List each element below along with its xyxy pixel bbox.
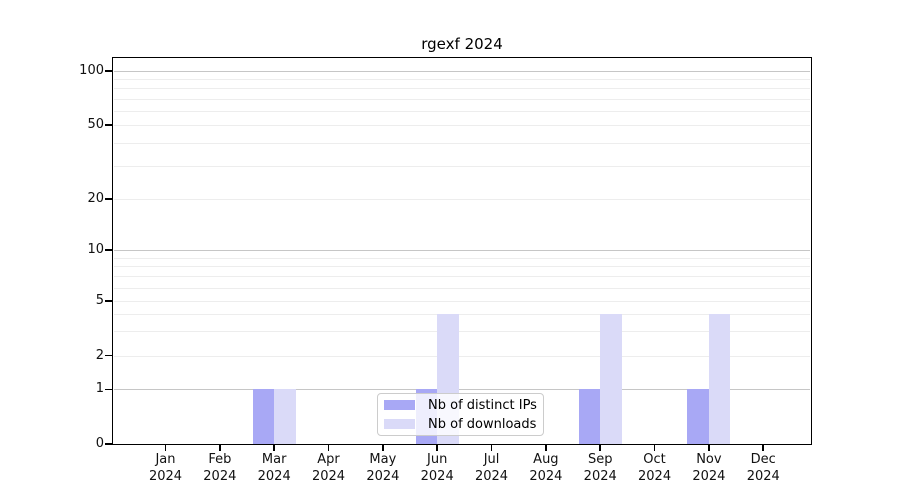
x-tick-year: 2024 bbox=[148, 469, 183, 484]
x-tick-month: Nov bbox=[696, 452, 722, 467]
gridline-major bbox=[114, 389, 810, 391]
x-tick-year: 2024 bbox=[529, 469, 563, 484]
gridline-minor bbox=[114, 314, 810, 316]
gridline-minor bbox=[114, 355, 810, 357]
x-tick-label: May 2024 bbox=[343, 451, 423, 485]
x-tick-month: Feb bbox=[208, 452, 232, 467]
bar-distinct-ips-sep bbox=[578, 389, 601, 444]
x-tick-year: 2024 bbox=[311, 469, 346, 484]
gridline-minor bbox=[114, 276, 810, 278]
x-tick-label: Dec 2024 bbox=[723, 451, 803, 485]
x-tick-year: 2024 bbox=[746, 469, 780, 484]
x-tick-label: Sep 2024 bbox=[560, 451, 640, 485]
x-tick-label: Mar 2024 bbox=[234, 451, 314, 485]
y-tick-mark bbox=[105, 443, 113, 445]
x-tick-label: Jun 2024 bbox=[397, 451, 477, 485]
gridline-minor bbox=[114, 199, 810, 200]
x-tick-month: Apr bbox=[317, 452, 340, 467]
x-tick-mark bbox=[653, 444, 656, 451]
y-tick-mark bbox=[105, 249, 113, 251]
x-tick-label: Oct 2024 bbox=[615, 451, 695, 485]
gridline-major bbox=[114, 250, 810, 251]
y-tick-label: 100 bbox=[79, 63, 104, 78]
x-tick-month: Aug bbox=[533, 452, 559, 467]
x-tick-mark bbox=[436, 444, 438, 451]
x-tick-month: Oct bbox=[643, 452, 666, 467]
gridline-minor bbox=[114, 266, 810, 268]
x-tick-mark bbox=[327, 444, 330, 451]
gridline-minor bbox=[114, 301, 810, 302]
x-tick-mark bbox=[762, 444, 765, 451]
gridline-minor bbox=[114, 79, 810, 81]
x-tick-year: 2024 bbox=[692, 469, 726, 484]
y-tick-label: 2 bbox=[95, 347, 104, 363]
x-tick-month: May bbox=[369, 452, 397, 467]
y-tick-mark bbox=[105, 300, 113, 302]
x-tick-label: Aug 2024 bbox=[506, 451, 586, 485]
x-tick-year: 2024 bbox=[474, 469, 509, 484]
x-tick-year: 2024 bbox=[203, 469, 237, 484]
x-tick-month: Sep bbox=[587, 452, 613, 467]
y-tick-label: 50 bbox=[87, 117, 104, 132]
gridline-minor bbox=[114, 88, 810, 90]
legend-label: Nb of downloads bbox=[428, 416, 537, 432]
x-tick-label: Apr 2024 bbox=[289, 451, 369, 485]
legend-item: Nb of distinct IPs bbox=[384, 397, 537, 413]
plot-area bbox=[112, 57, 812, 445]
bar-downloads-nov bbox=[708, 314, 731, 444]
bar-downloads-sep bbox=[600, 314, 622, 444]
x-tick-year: 2024 bbox=[638, 469, 672, 484]
gridline-minor bbox=[114, 257, 810, 259]
gridline-minor bbox=[114, 143, 810, 145]
x-tick-label: Jan 2024 bbox=[126, 451, 206, 485]
bar-distinct-ips-nov bbox=[687, 389, 709, 444]
x-tick-mark bbox=[219, 444, 221, 451]
bar-downloads-mar bbox=[274, 389, 296, 444]
gridline-minor bbox=[114, 110, 810, 112]
gridline-major bbox=[114, 71, 810, 72]
y-tick-mark bbox=[105, 198, 113, 200]
y-tick-label: 20 bbox=[87, 191, 104, 206]
legend-label: Nb of distinct IPs bbox=[428, 397, 537, 413]
gridline-minor bbox=[114, 166, 810, 168]
legend: Nb of distinct IPs Nb of downloads bbox=[377, 393, 544, 436]
x-tick-year: 2024 bbox=[420, 469, 454, 484]
x-tick-label: Nov 2024 bbox=[669, 451, 749, 485]
x-tick-year: 2024 bbox=[257, 469, 291, 484]
x-tick-mark bbox=[164, 444, 167, 451]
legend-swatch-icon bbox=[384, 400, 415, 410]
x-tick-month: Jan bbox=[155, 452, 176, 467]
x-tick-mark bbox=[490, 444, 493, 451]
y-tick-label: 5 bbox=[95, 293, 104, 308]
y-tick-mark bbox=[105, 124, 113, 126]
y-tick-label: 10 bbox=[87, 242, 104, 257]
x-tick-mark bbox=[708, 444, 710, 451]
bar-distinct-ips-mar bbox=[252, 389, 275, 444]
x-tick-month: Dec bbox=[750, 452, 776, 467]
x-tick-month: Jul bbox=[483, 452, 500, 467]
x-tick-month: Jun bbox=[427, 452, 448, 467]
x-tick-mark bbox=[545, 444, 547, 451]
x-tick-mark bbox=[273, 444, 275, 451]
chart-title: rgexf 2024 bbox=[421, 35, 503, 53]
x-tick-year: 2024 bbox=[366, 469, 400, 484]
x-tick-year: 2024 bbox=[583, 469, 617, 484]
y-tick-mark bbox=[105, 388, 113, 391]
x-tick-label: Jul 2024 bbox=[452, 451, 532, 485]
y-tick-label: 1 bbox=[95, 381, 104, 397]
legend-swatch-icon bbox=[384, 419, 415, 429]
y-tick-mark bbox=[105, 354, 113, 357]
gridline-minor bbox=[114, 287, 810, 289]
x-tick-mark bbox=[599, 444, 601, 451]
x-tick-mark bbox=[382, 444, 384, 451]
x-tick-label: Feb 2024 bbox=[180, 451, 260, 485]
gridline-minor bbox=[114, 331, 810, 333]
gridline-minor bbox=[114, 98, 810, 100]
legend-item: Nb of downloads bbox=[384, 416, 537, 432]
gridline-minor bbox=[114, 125, 810, 126]
x-tick-month: Mar bbox=[261, 452, 287, 467]
y-tick-label: 0 bbox=[95, 436, 104, 451]
y-tick-mark bbox=[105, 70, 113, 72]
